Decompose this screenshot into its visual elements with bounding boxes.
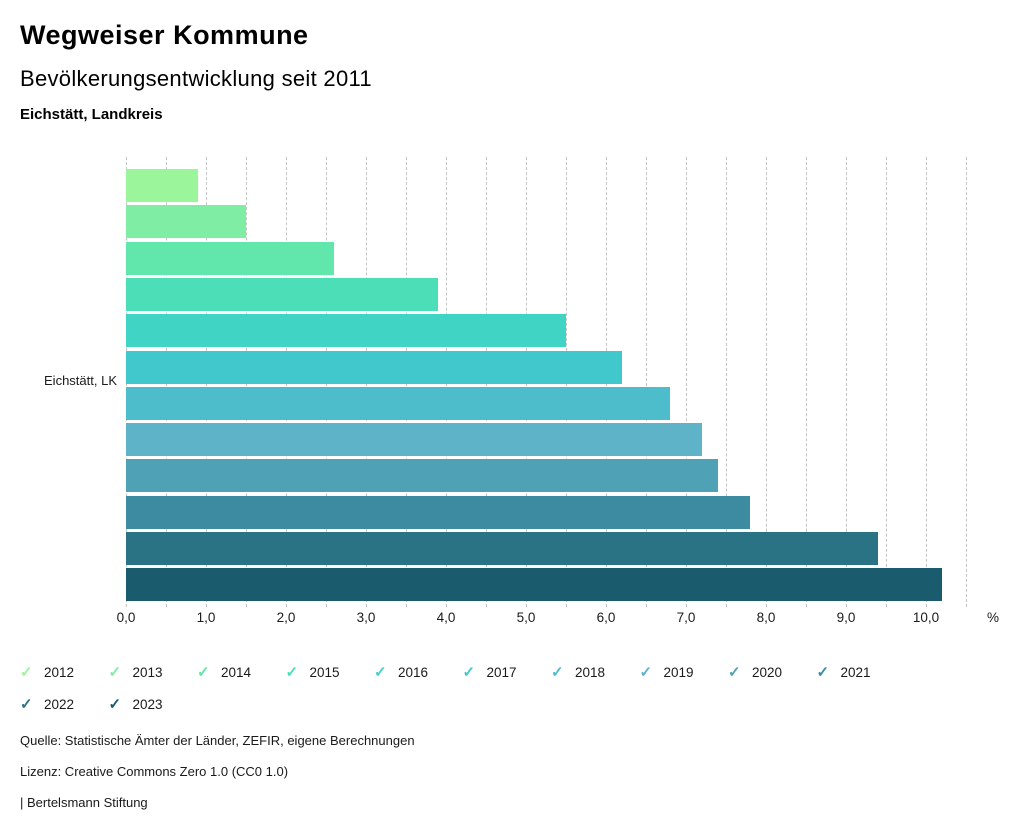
legend-item-2018[interactable]: ✓ 2018: [551, 656, 640, 688]
license-text: Lizenz: Creative Commons Zero 1.0 (CC0 1…: [20, 764, 289, 779]
check-icon: ✓: [551, 664, 564, 681]
legend-item-2020[interactable]: ✓ 2020: [728, 656, 817, 688]
bar-2021[interactable]: [126, 495, 750, 529]
legend-item-label: 2015: [309, 664, 340, 680]
bar-2020[interactable]: [126, 459, 718, 493]
gridline: [686, 157, 687, 607]
check-icon: ✓: [20, 664, 33, 681]
gridline: [766, 157, 767, 607]
check-icon: ✓: [374, 664, 387, 681]
gridline: [886, 157, 887, 607]
x-axis-tick-label: 1,0: [196, 610, 216, 625]
bar-chart-plot-area: [126, 157, 986, 607]
legend-item-2021[interactable]: ✓ 2021: [817, 656, 906, 688]
bar-2022[interactable]: [126, 532, 878, 565]
legend-item-label: 2012: [44, 664, 75, 680]
gridline: [726, 157, 727, 607]
bar-2023[interactable]: [126, 568, 942, 602]
legend-item-2022[interactable]: ✓ 2022: [20, 688, 109, 720]
gridline: [806, 157, 807, 607]
x-axis-tick-label: 4,0: [436, 610, 456, 625]
gridline: [646, 157, 647, 607]
legend-item-label: 2014: [221, 664, 252, 680]
check-icon: ✓: [816, 664, 830, 681]
x-axis: % 0,0 1,0 2,0 3,0 4,0 5,0 6,0 7,0 8,0 9,0 10,0: [0, 610, 1024, 630]
bar-2017[interactable]: [126, 350, 622, 384]
check-icon: ✓: [197, 664, 210, 681]
attribution-text: | Bertelsmann Stiftung: [20, 795, 148, 810]
legend-item-label: 2018: [575, 664, 606, 680]
x-axis-tick-label: 2,0: [276, 610, 296, 625]
y-axis-category-label: Eichstätt, LK: [44, 373, 117, 388]
gridline: [846, 157, 847, 607]
x-axis-tick-label: 7,0: [676, 610, 696, 625]
legend-item-2012[interactable]: ✓ 2012: [20, 656, 109, 688]
gridline: [926, 157, 927, 607]
check-icon: ✓: [108, 664, 122, 681]
legend-item-label: 2022: [44, 696, 75, 712]
legend-item-label: 2019: [663, 664, 694, 680]
x-axis-tick-label: 10,0: [912, 610, 940, 625]
x-axis-unit-label: %: [986, 610, 1000, 625]
x-axis-tick-label: 0,0: [116, 610, 136, 625]
check-icon: ✓: [285, 664, 299, 681]
bar-2014[interactable]: [126, 241, 334, 275]
bar-2018[interactable]: [126, 386, 670, 420]
legend-item-2019[interactable]: ✓ 2019: [640, 656, 729, 688]
check-icon: ✓: [20, 696, 33, 713]
bar-2019[interactable]: [126, 423, 702, 457]
check-icon: ✓: [108, 696, 122, 713]
legend-item-label: 2021: [840, 664, 871, 680]
bar-2015[interactable]: [126, 277, 438, 311]
region-label: Eichstätt, Landkreis: [20, 106, 163, 123]
source-text: Quelle: Statistische Ämter der Länder, Z…: [20, 733, 415, 748]
check-icon: ✓: [462, 664, 476, 681]
legend-item-2017[interactable]: ✓ 2017: [463, 656, 552, 688]
legend-item-label: 2016: [398, 664, 429, 680]
gridline: [966, 157, 967, 607]
check-icon: ✓: [639, 664, 653, 681]
legend-item-2015[interactable]: ✓ 2015: [286, 656, 375, 688]
legend-item-label: 2017: [486, 664, 517, 680]
bar-2016[interactable]: [126, 314, 566, 348]
legend-item-2014[interactable]: ✓ 2014: [197, 656, 286, 688]
bar-2012[interactable]: [126, 169, 198, 202]
legend-item-2023[interactable]: ✓ 2023: [109, 688, 198, 720]
x-axis-tick-label: 5,0: [516, 610, 536, 625]
legend-item-label: 2023: [132, 696, 163, 712]
page-title: Wegweiser Kommune: [20, 20, 309, 50]
bar-2013[interactable]: [126, 205, 246, 239]
legend-item-label: 2013: [132, 664, 163, 680]
chart-subtitle: Bevölkerungsentwicklung seit 2011: [20, 66, 372, 91]
x-axis-tick-label: 9,0: [836, 610, 856, 625]
x-axis-tick-label: 3,0: [356, 610, 376, 625]
chart-legend: ✓ 2012 ✓ 2013 ✓ 2014 ✓ 2015 ✓ 2016 ✓ 2017 ✓ 2018 ✓ 2019…: [20, 656, 915, 720]
x-axis-tick-label: 8,0: [756, 610, 776, 625]
legend-item-2016[interactable]: ✓ 2016: [374, 656, 463, 688]
legend-item-2013[interactable]: ✓ 2013: [109, 656, 198, 688]
check-icon: ✓: [728, 664, 741, 681]
legend-item-label: 2020: [752, 664, 783, 680]
x-axis-tick-label: 6,0: [596, 610, 616, 625]
